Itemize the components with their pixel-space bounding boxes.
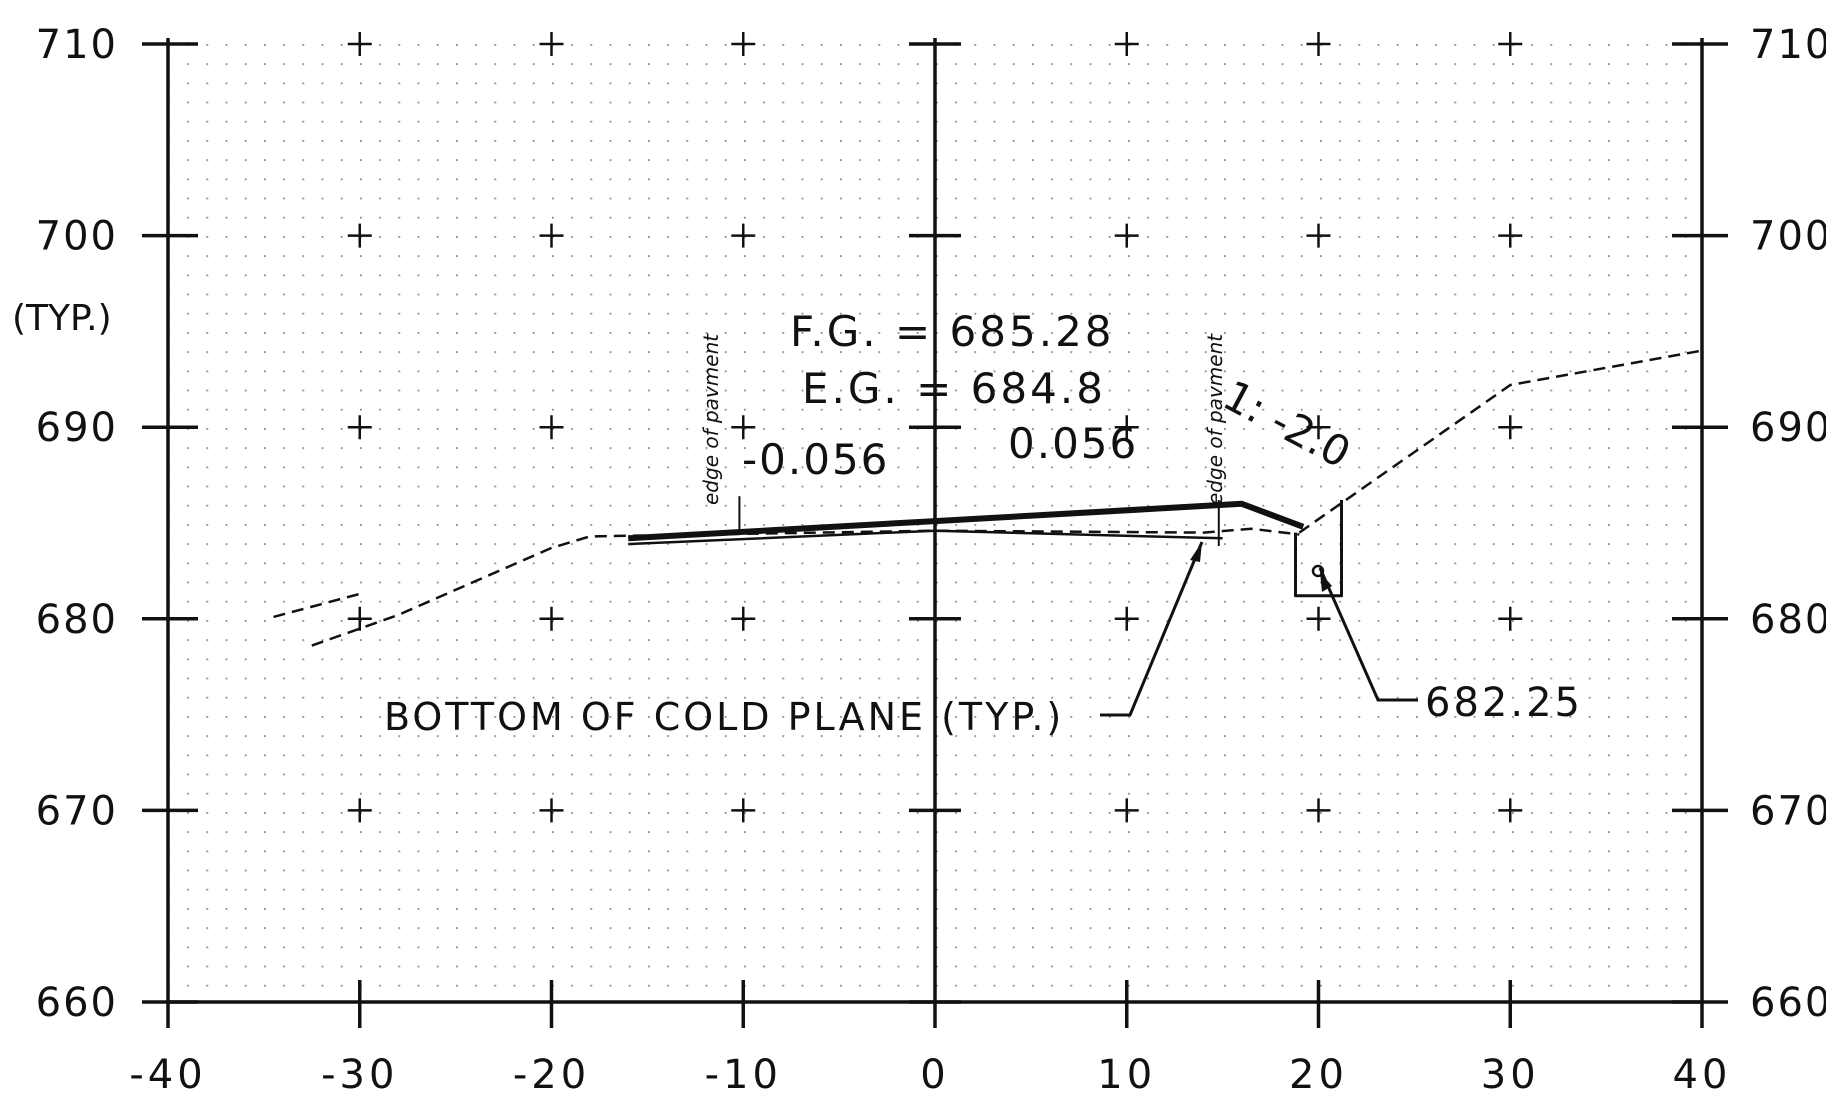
- y-tick-label-left: 670: [36, 788, 118, 834]
- grid-cross: [1306, 415, 1331, 440]
- slope-left-label: -0.056: [742, 435, 889, 484]
- y-tick-label-left: 680: [36, 597, 118, 643]
- y-tick-label-right: 660: [1750, 980, 1826, 1026]
- grid-cross: [539, 223, 564, 248]
- grid-cross: [539, 798, 564, 823]
- x-tick-label: -20: [513, 1052, 590, 1097]
- annotations: (TYP.) F.G. = 685.28 E.G. = 684.8 -0.056…: [12, 298, 1583, 739]
- grid-cross: [731, 32, 756, 56]
- y-tick-label-right: 690: [1750, 405, 1826, 451]
- series-line-2: [311, 527, 1300, 647]
- grid-cross: [347, 32, 372, 56]
- finished-grade-label: F.G. = 685.28: [790, 307, 1115, 356]
- x-tick-label: 10: [1097, 1052, 1156, 1097]
- cold-plane-arrow: [1190, 542, 1202, 562]
- series-line-0: [628, 500, 1305, 542]
- grid-cross: [539, 606, 564, 631]
- grid-cross: [1306, 32, 1331, 56]
- y-tick-label-right: 700: [1750, 214, 1826, 260]
- grid-cross: [539, 32, 564, 56]
- x-tick-label: -30: [321, 1052, 398, 1097]
- grid-cross: [1114, 606, 1139, 631]
- existing-grade-label: E.G. = 684.8: [802, 364, 1106, 413]
- series-layer: [273, 349, 1703, 647]
- elevation-arrow: [1320, 572, 1332, 592]
- x-tick-label: 20: [1289, 1052, 1348, 1097]
- elevation-point-marker: [1311, 564, 1325, 578]
- grid-cross: [731, 415, 756, 440]
- grid-cross: [347, 415, 372, 440]
- grid-cross: [1498, 415, 1523, 440]
- typ-label: (TYP.): [12, 298, 112, 339]
- grid-cross: [1114, 223, 1139, 248]
- x-tick-label: 30: [1481, 1052, 1540, 1097]
- y-tick-label-right: 680: [1750, 597, 1826, 643]
- x-tick-label: 40: [1673, 1052, 1732, 1097]
- series-line-4: [1298, 349, 1703, 534]
- edge-of-pavement-right: edge of pavment: [1203, 333, 1227, 505]
- grid-cross: [1306, 606, 1331, 631]
- grid-cross: [347, 606, 372, 631]
- tick-labels: 660 660 670 670 680 680 690 690 700 700 710 710 -40 -…: [36, 22, 1826, 1097]
- grid-cross: [539, 415, 564, 440]
- elevation-leader: [1318, 567, 1418, 702]
- grid-cross: [1498, 223, 1523, 248]
- point-elevation-label: 682.25: [1425, 680, 1583, 726]
- grid-cross: [1498, 32, 1523, 56]
- edge-of-pavement-left: edge of pavment: [699, 333, 723, 505]
- series-line-3: [273, 592, 361, 619]
- x-tick-label: 0: [920, 1052, 949, 1097]
- grid-cross: [731, 223, 756, 248]
- grid-cross: [1114, 415, 1139, 440]
- axes: [142, 38, 1728, 1028]
- y-tick-label-left: 700: [36, 214, 118, 260]
- x-tick-label: -10: [705, 1052, 782, 1097]
- grid-cross: [1498, 606, 1523, 631]
- y-tick-label-left: 690: [36, 405, 118, 451]
- grid-cross: [1114, 798, 1139, 823]
- grid-cross: [1306, 798, 1331, 823]
- grid-crosses: [347, 32, 1523, 823]
- y-tick-label-right: 710: [1750, 22, 1826, 68]
- cold-plane-leader: [1100, 541, 1204, 717]
- grid-cross: [1306, 223, 1331, 248]
- y-tick-label-right: 670: [1750, 788, 1826, 834]
- grid-cross: [731, 798, 756, 823]
- grid-cross: [731, 606, 756, 631]
- x-tick-label: -40: [129, 1052, 206, 1097]
- y-tick-label-left: 660: [36, 980, 118, 1026]
- y-tick-label-left: 710: [36, 22, 118, 68]
- series-line-1: [628, 529, 1223, 546]
- grid-cross: [347, 798, 372, 823]
- grid-cross: [1498, 798, 1523, 823]
- grid-cross: [347, 223, 372, 248]
- cold-plane-label: BOTTOM OF COLD PLANE (TYP.): [384, 695, 1064, 739]
- series-line-5: [1294, 500, 1343, 598]
- grid-cross: [1114, 32, 1139, 56]
- slope-right-label: 0.056: [1008, 419, 1138, 468]
